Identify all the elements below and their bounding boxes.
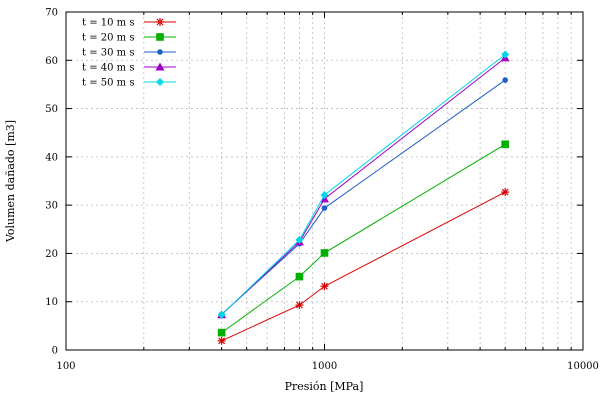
x-tick-label: 100	[56, 361, 75, 372]
data-point	[217, 310, 226, 319]
tick-labels: 0 10 20 30 40 50 60 70 100 1000 10000	[45, 8, 599, 373]
data-point	[320, 191, 329, 200]
legend-item: t = 20 m s	[82, 33, 176, 44]
series-line	[221, 57, 506, 316]
series-group	[217, 188, 510, 345]
series-group	[218, 77, 508, 318]
y-tick-label: 0	[52, 346, 58, 357]
data-point	[156, 18, 164, 26]
y-tick-label: 50	[45, 104, 58, 115]
series-group	[217, 50, 510, 319]
y-tick-label: 30	[45, 201, 58, 212]
y-tick-label: 60	[45, 56, 58, 67]
series-line	[221, 191, 506, 342]
data-point	[501, 188, 510, 197]
y-tick-label: 40	[45, 152, 58, 163]
x-tick-label: 1000	[312, 361, 337, 372]
legend-label: t = 30 m s	[82, 48, 134, 59]
x-axis-title: Presión [MPa]	[285, 380, 364, 393]
x-tick-label: 10000	[567, 361, 599, 372]
legend: t = 10 m s t = 20 m s t = 30 m s t = 40 m s…	[82, 18, 176, 89]
series-line	[221, 54, 506, 316]
series-line	[221, 79, 506, 315]
legend-item: t = 10 m s	[82, 18, 176, 29]
data-point	[155, 62, 165, 71]
legend-label: t = 50 m s	[82, 78, 134, 89]
legend-item: t = 30 m s	[82, 48, 176, 59]
y-tick-label: 70	[45, 8, 58, 19]
series-group	[217, 140, 509, 337]
data-point	[321, 205, 328, 211]
grid	[66, 12, 583, 350]
legend-item: t = 40 m s	[82, 62, 176, 74]
data-point	[295, 301, 304, 310]
data-point	[156, 33, 164, 41]
data-point	[157, 49, 163, 55]
legend-item: t = 50 m s	[82, 78, 176, 89]
series-line	[221, 143, 506, 334]
y-tick-label: 20	[45, 249, 58, 260]
data-point	[501, 50, 510, 59]
y-axis-title: Volumen dañado [m3]	[4, 120, 17, 243]
data-point	[320, 249, 329, 257]
data-point	[217, 336, 226, 345]
data-point	[217, 328, 226, 337]
series	[217, 50, 510, 345]
data-point	[295, 272, 304, 281]
data-point	[502, 77, 508, 83]
data-point	[295, 235, 304, 244]
series-group	[217, 53, 510, 319]
data-point	[320, 282, 329, 291]
y-tick-label: 10	[45, 297, 58, 308]
plot-frame	[65, 11, 584, 351]
legend-label: t = 10 m s	[82, 18, 134, 29]
data-point	[156, 78, 164, 86]
legend-label: t = 40 m s	[82, 63, 134, 74]
legend-label: t = 20 m s	[82, 33, 134, 44]
data-point	[501, 140, 509, 149]
